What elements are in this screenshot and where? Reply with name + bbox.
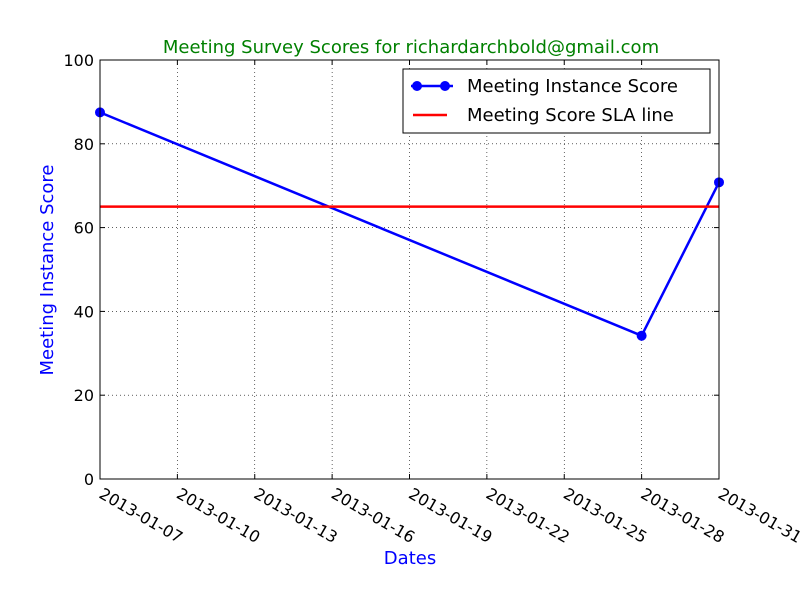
legend-box [402, 68, 711, 134]
x-tick-label: 2013-01-19 [406, 484, 496, 547]
x-tick-label: 2013-01-25 [560, 484, 650, 547]
x-tick-label: 2013-01-07 [96, 484, 186, 547]
y-tick-label: 20 [74, 386, 94, 405]
x-tick-label: 2013-01-28 [638, 484, 728, 547]
x-tick-label: 2013-01-13 [251, 484, 341, 547]
x-tick-label: 2013-01-22 [483, 484, 573, 547]
y-tick-label: 60 [74, 219, 94, 238]
legend-swatch-marker-score [412, 81, 422, 91]
x-tick-label: 2013-01-10 [173, 484, 263, 547]
score-point [636, 330, 647, 341]
legend: Meeting Instance Score Meeting Score SLA… [402, 68, 711, 134]
y-tick-label: 0 [84, 470, 94, 489]
chart-title: Meeting Survey Scores for richardarchbol… [163, 37, 659, 58]
y-axis-label: Meeting Instance Score [37, 165, 58, 376]
legend-label-sla: Meeting Score SLA line [467, 105, 674, 126]
y-tick-label: 80 [74, 135, 94, 154]
y-tick-label: 40 [74, 302, 94, 321]
x-axis-label: Dates [384, 548, 436, 569]
x-tick-label: 2013-01-16 [328, 484, 418, 547]
y-tick-label: 100 [63, 51, 94, 70]
legend-label-score: Meeting Instance Score [467, 76, 678, 97]
legend-swatch-marker-score [440, 81, 450, 91]
x-tick-label: 2013-01-31 [715, 484, 800, 547]
